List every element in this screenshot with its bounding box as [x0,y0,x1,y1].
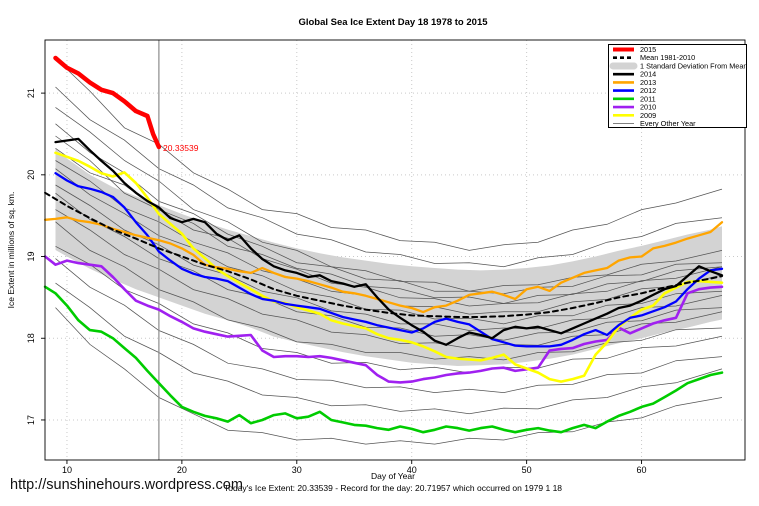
x-tick-label: 10 [62,465,72,475]
plot-border [44,39,746,461]
series-2011 [43,285,724,434]
every-other-year-line [55,282,723,415]
every-other-year-line [55,86,723,268]
series-mean-1981-2010 [44,191,723,318]
y-tick-label: 20 [26,170,36,180]
std-dev-band [55,148,722,366]
every-other-year-line [55,123,723,295]
legend-label-2009: 2009 [640,111,656,120]
legend-label-1-standard-deviation-from-mean: 1 Standard Deviation From Mean [640,61,747,70]
legend-label-every-other-year: Every Other Year [640,119,696,128]
legend-label-2010: 2010 [640,103,656,112]
series-2013 [43,216,724,314]
legend-label-2015: 2015 [640,45,656,54]
every-other-year-line [55,258,723,393]
record-annotation: 20.33539 [163,143,199,153]
every-other-year-line [55,168,723,325]
x-tick-label: 40 [407,465,417,475]
x-tick-label: 20 [177,465,187,475]
series-2009 [54,151,724,383]
every-other-year-line [55,209,723,349]
x-axis-title: Day of Year [371,471,415,481]
legend-label-mean-1981-2010: Mean 1981-2010 [640,53,695,62]
every-other-year-line [55,184,723,331]
caption: Today's Ice Extent: 20.33539 - Record fo… [224,483,562,493]
legend-label-2014: 2014 [640,70,656,79]
y-tick-label: 18 [26,333,36,343]
legend-label-2012: 2012 [640,86,656,95]
y-tick-label: 17 [26,415,36,425]
legend-label-2013: 2013 [640,78,656,87]
x-tick-label: 50 [522,465,532,475]
every-other-year-line [55,192,723,341]
every-other-year-line [55,245,723,374]
site-url: http://sunshinehours.wordpress.com [10,477,243,493]
legend-box [608,44,747,128]
chart-title: Global Sea Ice Extent Day 18 1978 to 201… [298,17,488,28]
series-layer [43,55,724,434]
y-tick-label: 21 [26,88,36,98]
y-axis-title: Ice Extent in millions of sq. km. [6,192,16,309]
every-other-year-line [55,221,723,361]
every-other-year-line [55,58,723,251]
series-2014 [54,137,724,346]
legend-label-2011: 2011 [640,94,656,103]
x-tick-label: 60 [637,465,647,475]
y-tick-label: 19 [26,251,36,261]
x-tick-label: 30 [292,465,302,475]
every-other-year-line [55,107,723,292]
axes-layer: 10 20 30 40 50 60 17 18 19 20 21 [26,39,746,475]
series-2012 [54,172,724,348]
series-2015 [53,55,162,150]
std-dev-band-layer [55,148,722,366]
